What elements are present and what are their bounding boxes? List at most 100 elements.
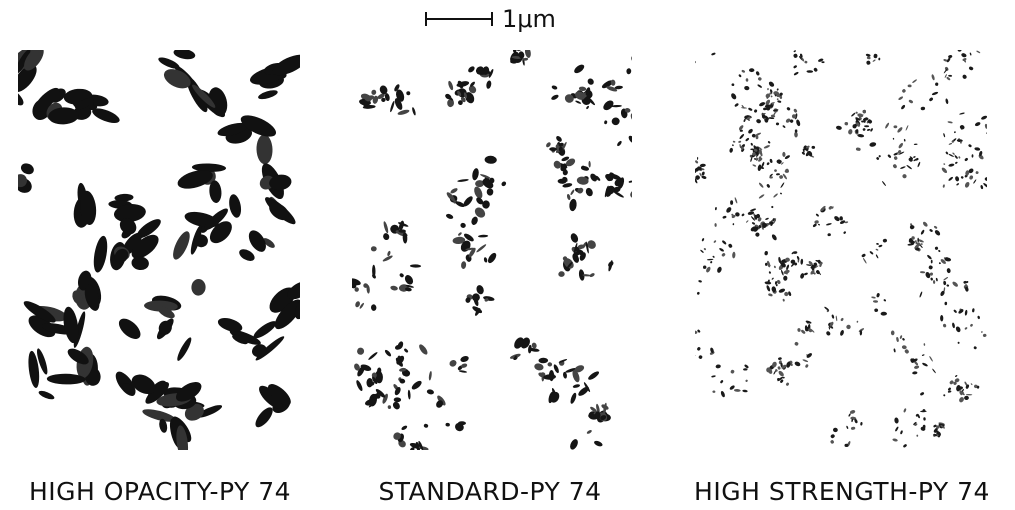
particle bbox=[957, 341, 960, 344]
particle bbox=[920, 271, 926, 274]
particle bbox=[920, 243, 923, 245]
particle bbox=[732, 223, 735, 226]
particle bbox=[484, 298, 489, 302]
particle bbox=[828, 206, 833, 210]
particle bbox=[697, 347, 701, 351]
particle bbox=[857, 134, 865, 138]
particle bbox=[24, 50, 44, 71]
particle bbox=[739, 134, 745, 139]
particle bbox=[196, 405, 223, 418]
particle bbox=[610, 79, 616, 86]
particle bbox=[900, 166, 906, 169]
caption: HIGH OPACITY-PY 74 bbox=[29, 477, 291, 506]
particle bbox=[945, 151, 949, 155]
particle bbox=[365, 399, 376, 406]
particle bbox=[773, 370, 777, 375]
particle bbox=[933, 225, 938, 229]
particle bbox=[765, 217, 769, 220]
particle bbox=[927, 254, 932, 260]
particle bbox=[920, 229, 925, 235]
particle bbox=[558, 359, 568, 363]
particle bbox=[875, 248, 879, 251]
particle bbox=[450, 188, 458, 194]
particle bbox=[538, 357, 549, 364]
particle bbox=[753, 148, 758, 152]
particle bbox=[788, 291, 792, 297]
micrograph bbox=[18, 50, 300, 450]
particle bbox=[159, 418, 168, 433]
particle bbox=[585, 87, 591, 96]
particle bbox=[968, 144, 972, 148]
particle bbox=[739, 129, 743, 132]
particle bbox=[409, 443, 422, 449]
particle bbox=[934, 246, 939, 250]
particle bbox=[411, 380, 422, 390]
particle bbox=[731, 83, 735, 87]
particle bbox=[766, 162, 770, 166]
particle bbox=[915, 158, 919, 161]
particle bbox=[804, 60, 808, 64]
particle bbox=[855, 129, 859, 134]
particle bbox=[404, 348, 409, 353]
particle bbox=[741, 69, 746, 73]
particle bbox=[909, 225, 915, 230]
particle bbox=[898, 151, 905, 155]
particle bbox=[605, 185, 615, 195]
particle bbox=[745, 379, 748, 382]
particle bbox=[964, 281, 969, 284]
particle bbox=[460, 363, 468, 368]
particle bbox=[974, 384, 978, 389]
particle bbox=[780, 162, 784, 165]
particle bbox=[940, 259, 946, 264]
particle bbox=[855, 111, 858, 114]
particle bbox=[746, 116, 751, 120]
particle bbox=[397, 109, 410, 115]
particle bbox=[769, 176, 773, 179]
particle bbox=[457, 90, 462, 97]
particle bbox=[825, 223, 832, 226]
particle bbox=[84, 284, 100, 311]
particle bbox=[776, 98, 779, 101]
particle bbox=[809, 40, 814, 45]
particle bbox=[734, 103, 739, 107]
particle bbox=[745, 78, 749, 82]
particle bbox=[476, 244, 487, 253]
particle bbox=[770, 102, 775, 104]
particle bbox=[407, 389, 411, 400]
particle bbox=[574, 64, 585, 74]
particle bbox=[776, 173, 780, 176]
particle bbox=[871, 296, 876, 299]
particle bbox=[712, 255, 715, 258]
particle bbox=[791, 114, 797, 119]
particle bbox=[757, 84, 762, 88]
particle bbox=[412, 107, 416, 116]
particle bbox=[930, 259, 933, 264]
particle bbox=[873, 300, 878, 303]
particle bbox=[460, 96, 466, 103]
particle bbox=[933, 433, 937, 437]
particle bbox=[793, 53, 798, 58]
particle bbox=[574, 365, 585, 373]
particle bbox=[897, 127, 903, 133]
particle bbox=[644, 117, 652, 126]
particle bbox=[695, 177, 698, 184]
particle bbox=[954, 155, 958, 159]
particle bbox=[964, 327, 968, 330]
particle bbox=[551, 94, 559, 100]
particle bbox=[780, 192, 782, 195]
particle bbox=[714, 207, 717, 211]
particle bbox=[729, 385, 735, 390]
particle bbox=[878, 57, 881, 61]
particle bbox=[553, 364, 559, 374]
particle bbox=[965, 286, 969, 292]
particle bbox=[914, 244, 920, 249]
particle bbox=[287, 281, 300, 300]
particle bbox=[977, 315, 980, 320]
caption: HIGH STRENGTH-PY 74 bbox=[694, 477, 990, 506]
particle bbox=[948, 55, 953, 59]
particle bbox=[394, 84, 400, 92]
particle bbox=[731, 213, 734, 216]
particle bbox=[929, 97, 933, 102]
particle bbox=[611, 117, 620, 126]
particle bbox=[780, 182, 785, 188]
